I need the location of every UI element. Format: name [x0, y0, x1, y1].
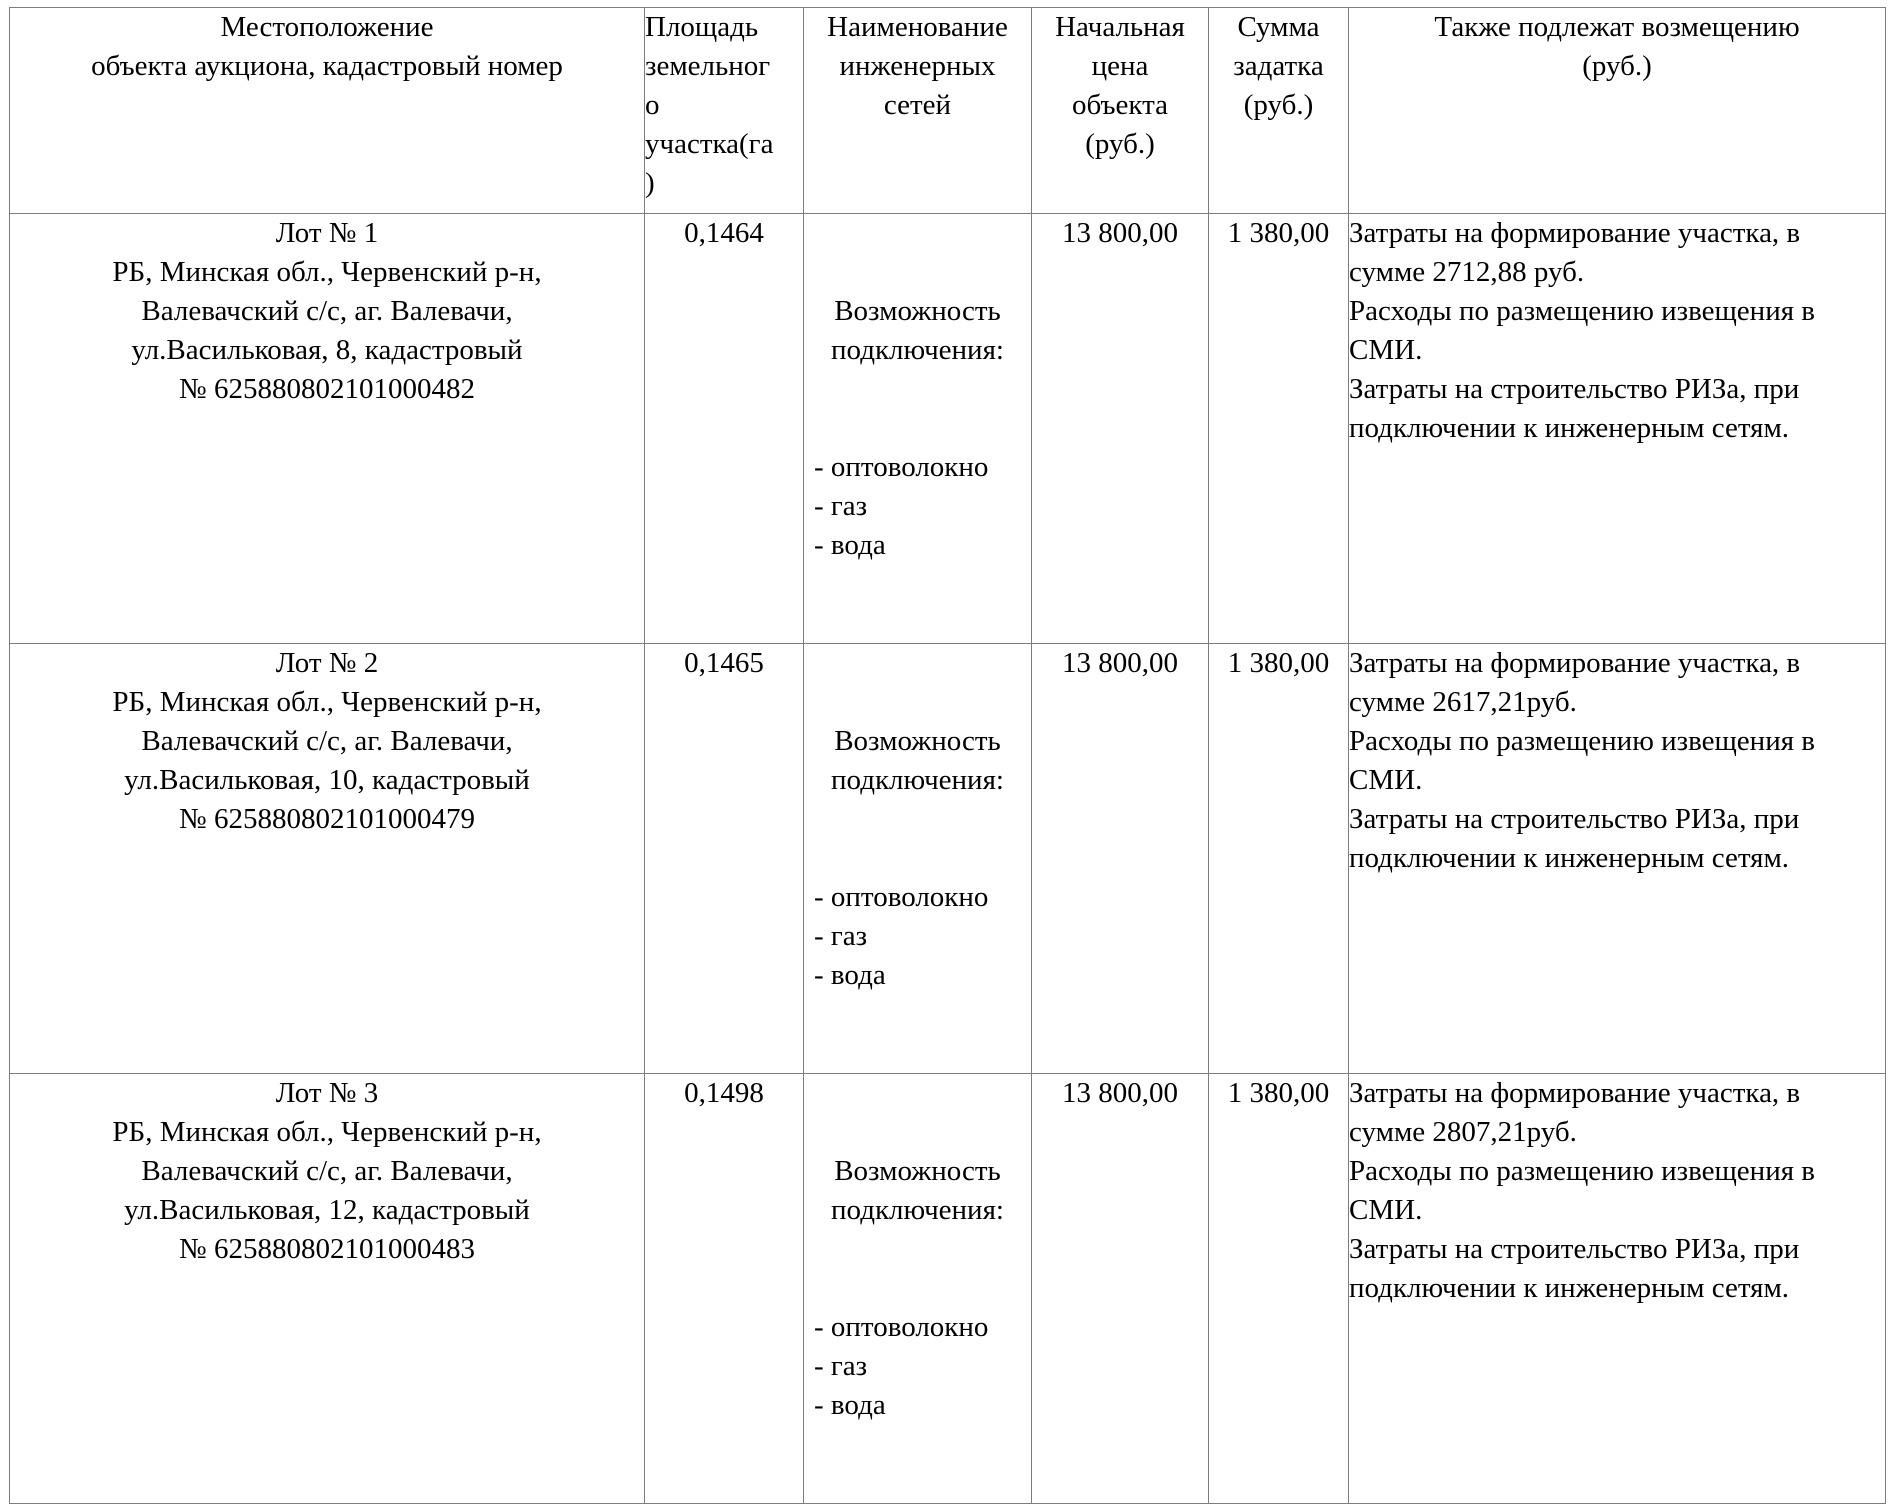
col-header-reimbursement: Также подлежат возмещению (руб.): [1348, 7, 1886, 214]
col-header-start-price: Начальная цена объекта (руб.): [1031, 7, 1209, 214]
cell-area: 0,1465: [644, 643, 804, 1074]
cell-location: Лот № 3 РБ, Минская обл., Червенский р-н…: [9, 1073, 645, 1504]
cell-reimbursement: Затраты на формирование участка, в сумме…: [1348, 213, 1886, 644]
cell-networks: Возможность подключения: - оптоволокно -…: [803, 1073, 1032, 1504]
networks-items: - оптоволокно - газ - вода: [814, 1311, 989, 1421]
table-row-lot-3: Лот № 3 РБ, Минская обл., Червенский р-н…: [9, 1073, 1886, 1504]
networks-title: Возможность подключения:: [831, 1155, 1004, 1226]
table-row-lot-1: Лот № 1 РБ, Минская обл., Червенский р-н…: [9, 213, 1886, 644]
cell-deposit: 1 380,00: [1208, 1073, 1349, 1504]
networks-title: Возможность подключения:: [831, 725, 1004, 796]
networks-title: Возможность подключения:: [831, 295, 1004, 366]
table-row-lot-2: Лот № 2 РБ, Минская обл., Червенский р-н…: [9, 643, 1886, 1074]
cell-start-price: 13 800,00: [1031, 213, 1209, 644]
col-header-deposit: Сумма задатка (руб.): [1208, 7, 1349, 214]
auction-lots-table: Местоположение объекта аукциона, кадастр…: [9, 7, 1886, 1504]
cell-deposit: 1 380,00: [1208, 643, 1349, 1074]
col-header-location: Местоположение объекта аукциона, кадастр…: [9, 7, 645, 214]
networks-items: - оптоволокно - газ - вода: [814, 881, 989, 991]
cell-location: Лот № 1 РБ, Минская обл., Червенский р-н…: [9, 213, 645, 644]
cell-networks: Возможность подключения: - оптоволокно -…: [803, 643, 1032, 1074]
cell-reimbursement: Затраты на формирование участка, в сумме…: [1348, 643, 1886, 1074]
cell-start-price: 13 800,00: [1031, 643, 1209, 1074]
networks-items: - оптоволокно - газ - вода: [814, 451, 989, 561]
cell-area: 0,1498: [644, 1073, 804, 1504]
cell-start-price: 13 800,00: [1031, 1073, 1209, 1504]
cell-networks: Возможность подключения: - оптоволокно -…: [803, 213, 1032, 644]
col-header-area: Площадь земельног о участка(га ): [644, 7, 804, 214]
cell-area: 0,1464: [644, 213, 804, 644]
cell-deposit: 1 380,00: [1208, 213, 1349, 644]
table-header-row: Местоположение объекта аукциона, кадастр…: [9, 7, 1886, 214]
col-header-networks: Наименование инженерных сетей: [803, 7, 1032, 214]
cell-location: Лот № 2 РБ, Минская обл., Червенский р-н…: [9, 643, 645, 1074]
cell-reimbursement: Затраты на формирование участка, в сумме…: [1348, 1073, 1886, 1504]
